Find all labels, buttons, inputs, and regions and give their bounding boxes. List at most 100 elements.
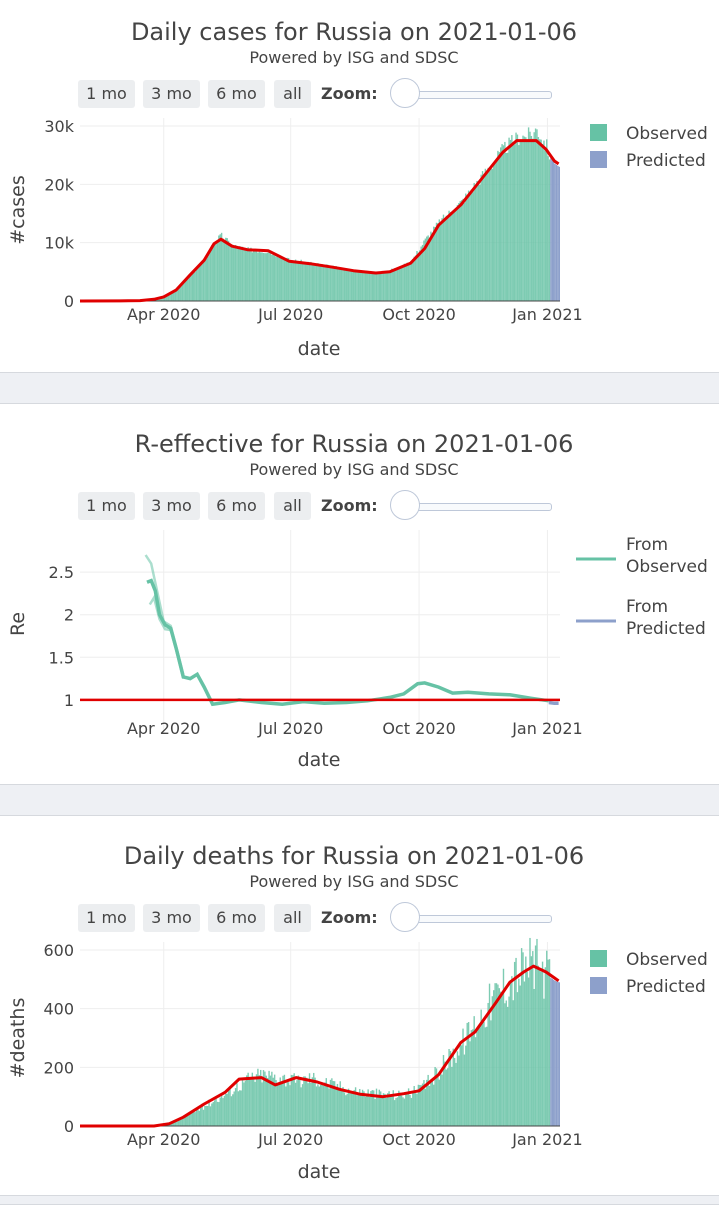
observed-bar[interactable] xyxy=(535,945,536,1126)
observed-bar[interactable] xyxy=(208,1100,209,1126)
observed-bar[interactable] xyxy=(225,238,226,301)
observed-bar[interactable] xyxy=(314,1078,315,1126)
observed-bar[interactable] xyxy=(532,139,533,301)
observed-bar[interactable] xyxy=(386,1098,387,1126)
observed-bar[interactable] xyxy=(317,263,318,301)
observed-bar[interactable] xyxy=(390,270,391,301)
observed-bar[interactable] xyxy=(246,1075,247,1126)
observed-bar[interactable] xyxy=(506,153,507,301)
observed-bar[interactable] xyxy=(493,990,494,1126)
legend-observed-swatch[interactable] xyxy=(590,124,607,141)
observed-bar[interactable] xyxy=(511,976,512,1126)
observed-bar[interactable] xyxy=(292,260,293,301)
observed-bar[interactable] xyxy=(287,1081,288,1126)
observed-bar[interactable] xyxy=(316,1086,317,1126)
observed-bar[interactable] xyxy=(313,263,314,301)
observed-bar[interactable] xyxy=(454,1058,455,1126)
observed-bar[interactable] xyxy=(437,1077,438,1126)
observed-bar[interactable] xyxy=(515,133,516,301)
observed-bar[interactable] xyxy=(393,271,394,301)
observed-bar[interactable] xyxy=(444,1062,445,1126)
observed-bar[interactable] xyxy=(480,1010,481,1126)
predicted-bar[interactable] xyxy=(552,979,553,1126)
observed-bar[interactable] xyxy=(545,151,546,301)
observed-bar[interactable] xyxy=(267,253,268,301)
observed-bar[interactable] xyxy=(182,1118,183,1126)
re-predicted-line[interactable] xyxy=(549,703,559,704)
observed-bar[interactable] xyxy=(306,264,307,301)
observed-bar[interactable] xyxy=(407,263,408,301)
observed-bar[interactable] xyxy=(236,1083,237,1126)
observed-bar[interactable] xyxy=(306,1078,307,1126)
observed-bar[interactable] xyxy=(281,258,282,301)
observed-bar[interactable] xyxy=(407,1094,408,1126)
observed-bar[interactable] xyxy=(305,1076,306,1126)
observed-bar[interactable] xyxy=(365,272,366,301)
observed-bar[interactable] xyxy=(178,289,179,301)
observed-bar[interactable] xyxy=(349,1092,350,1126)
observed-bar[interactable] xyxy=(483,1022,484,1126)
observed-bar[interactable] xyxy=(529,938,530,1126)
observed-bar[interactable] xyxy=(284,260,285,301)
observed-bar[interactable] xyxy=(277,1084,278,1126)
observed-bar[interactable] xyxy=(192,1113,193,1126)
observed-bar[interactable] xyxy=(404,264,405,301)
observed-bar[interactable] xyxy=(187,279,188,301)
observed-bar[interactable] xyxy=(267,1078,268,1126)
observed-bar[interactable] xyxy=(506,1001,507,1126)
observed-bar[interactable] xyxy=(405,1092,406,1126)
observed-bar[interactable] xyxy=(507,1007,508,1126)
observed-bar[interactable] xyxy=(462,199,463,301)
observed-bar[interactable] xyxy=(328,1088,329,1126)
observed-bar[interactable] xyxy=(387,271,388,301)
observed-bar[interactable] xyxy=(508,138,509,301)
observed-bar[interactable] xyxy=(447,217,448,301)
observed-bar[interactable] xyxy=(182,284,183,301)
observed-bar[interactable] xyxy=(281,1084,282,1126)
observed-bar[interactable] xyxy=(280,256,281,301)
observed-bar[interactable] xyxy=(416,1094,417,1126)
observed-bar[interactable] xyxy=(348,271,349,301)
observed-bar[interactable] xyxy=(517,992,518,1126)
observed-bar[interactable] xyxy=(179,287,180,301)
observed-bar[interactable] xyxy=(203,260,204,301)
observed-bar[interactable] xyxy=(320,265,321,301)
observed-bar[interactable] xyxy=(342,1087,343,1126)
observed-bar[interactable] xyxy=(433,1085,434,1126)
observed-bar[interactable] xyxy=(225,1094,226,1126)
observed-bar[interactable] xyxy=(338,269,339,301)
observed-bar[interactable] xyxy=(538,966,539,1126)
observed-bar[interactable] xyxy=(397,269,398,301)
observed-bar[interactable] xyxy=(277,257,278,301)
observed-bar[interactable] xyxy=(391,269,392,301)
observed-bar[interactable] xyxy=(415,1093,416,1126)
observed-bar[interactable] xyxy=(213,1102,214,1126)
observed-bar[interactable] xyxy=(218,236,219,301)
observed-bar[interactable] xyxy=(173,292,174,301)
observed-bar[interactable] xyxy=(222,1098,223,1126)
observed-bar[interactable] xyxy=(401,1096,402,1126)
observed-bar[interactable] xyxy=(252,1073,253,1126)
observed-bar[interactable] xyxy=(214,242,215,301)
observed-bar[interactable] xyxy=(394,1100,395,1126)
observed-bar[interactable] xyxy=(256,1074,257,1126)
observed-bar[interactable] xyxy=(476,1031,477,1126)
observed-bar[interactable] xyxy=(250,1079,251,1126)
observed-bar[interactable] xyxy=(275,1080,276,1126)
re-observed-line[interactable] xyxy=(147,581,549,705)
observed-bar[interactable] xyxy=(278,1083,279,1126)
observed-bar[interactable] xyxy=(330,266,331,301)
observed-bar[interactable] xyxy=(319,1087,320,1126)
observed-bar[interactable] xyxy=(448,211,449,301)
observed-bar[interactable] xyxy=(271,255,272,301)
observed-bar[interactable] xyxy=(227,238,228,301)
observed-bar[interactable] xyxy=(321,264,322,301)
legend-predicted-swatch[interactable] xyxy=(590,977,607,994)
observed-bar[interactable] xyxy=(344,1092,345,1126)
observed-bar[interactable] xyxy=(472,1029,473,1126)
observed-bar[interactable] xyxy=(303,262,304,301)
observed-bar[interactable] xyxy=(351,269,352,301)
observed-bar[interactable] xyxy=(513,1000,514,1126)
observed-bar[interactable] xyxy=(300,1087,301,1126)
observed-bar[interactable] xyxy=(402,1097,403,1126)
